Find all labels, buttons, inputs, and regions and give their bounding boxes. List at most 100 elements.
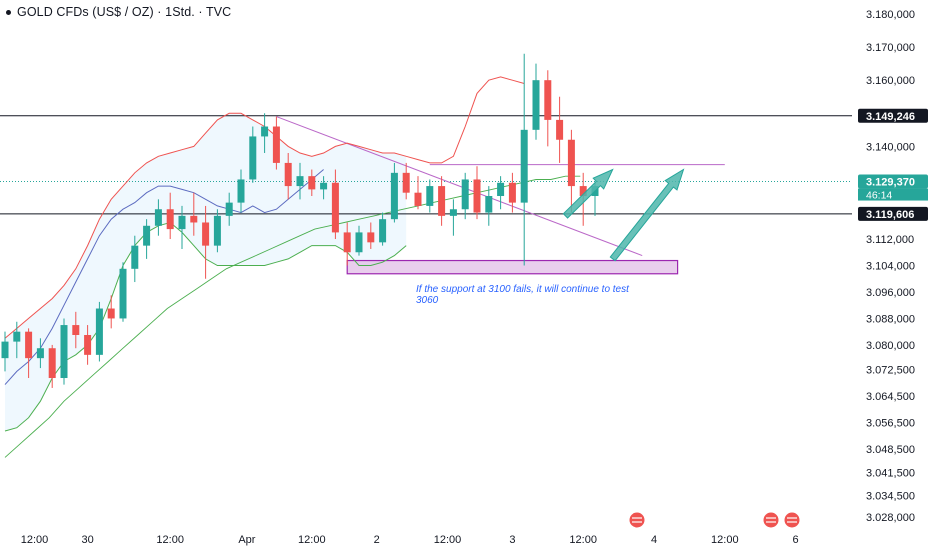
candle xyxy=(331,169,339,240)
candle-body xyxy=(237,179,245,203)
y-tick-label: 3.041,500 xyxy=(866,467,915,479)
candle xyxy=(497,176,505,210)
x-tick-label: 12:00 xyxy=(298,534,326,546)
chart-title-text: GOLD CFDs (US$ / OZ) · 1Std. · TVC xyxy=(17,5,232,19)
y-tick-label: 3.056,500 xyxy=(866,418,915,430)
candle-body xyxy=(213,215,221,246)
candle xyxy=(379,212,387,246)
x-tick-label: Apr xyxy=(238,534,255,546)
candle xyxy=(213,209,221,253)
x-tick-label: 12:00 xyxy=(156,534,184,546)
candle xyxy=(261,113,269,153)
candle xyxy=(449,199,457,236)
candle xyxy=(343,222,351,266)
price-label-text: 3.119,606 xyxy=(866,209,914,221)
candle-body xyxy=(296,176,304,187)
price-label-box xyxy=(858,206,928,221)
candle xyxy=(72,311,80,349)
candle-body xyxy=(25,331,33,359)
candle xyxy=(84,325,92,365)
candle xyxy=(131,235,139,283)
candle xyxy=(473,166,481,220)
forecast-arrow xyxy=(562,168,614,219)
price-label-text: 3.149,246 xyxy=(866,111,915,123)
candle-body xyxy=(190,215,198,223)
event-icon-circle xyxy=(628,511,646,529)
candle-body xyxy=(485,196,493,213)
y-tick-label: 3.088,000 xyxy=(866,313,915,325)
candle-body xyxy=(202,222,210,246)
candle xyxy=(485,186,493,226)
candle xyxy=(249,126,257,183)
candle xyxy=(284,152,292,200)
candle xyxy=(355,225,363,256)
chart-title: GOLD CFDs (US$ / OZ) · 1Std. · TVC xyxy=(6,5,231,19)
candle-body xyxy=(426,186,434,206)
candle xyxy=(25,328,33,379)
candle-body xyxy=(48,348,56,379)
y-tick-label: 3.104,000 xyxy=(866,261,915,273)
moving-average-line xyxy=(4,175,581,458)
candle-body xyxy=(107,308,115,319)
candle xyxy=(272,116,280,170)
candle xyxy=(320,176,328,200)
candle xyxy=(426,179,434,213)
countdown-text: 46:14 xyxy=(866,190,892,202)
price-label-box xyxy=(858,174,928,189)
candle-body xyxy=(367,232,375,243)
economic-event-icon xyxy=(783,511,801,529)
candle xyxy=(520,53,528,266)
candle xyxy=(414,176,422,210)
candle-body xyxy=(320,182,328,190)
descending-trend-line xyxy=(276,116,643,257)
x-tick-label: 12:00 xyxy=(21,534,49,546)
candle xyxy=(296,162,304,200)
x-tick-label: 12:00 xyxy=(434,534,462,546)
y-tick-label: 3.140,000 xyxy=(866,141,915,153)
candle xyxy=(367,222,375,249)
candle-body xyxy=(178,215,186,230)
candle-body xyxy=(13,331,21,342)
y-tick-label: 3.048,500 xyxy=(866,444,915,456)
candle xyxy=(402,162,410,200)
candle xyxy=(1,331,9,372)
indicator-line-2 xyxy=(4,169,324,385)
bollinger-band-fill xyxy=(5,113,407,432)
y-tick-label: 3.028,000 xyxy=(866,512,915,524)
x-tick-label: 3 xyxy=(509,534,515,546)
x-tick-label: 6 xyxy=(793,534,799,546)
candle-body xyxy=(95,308,103,355)
candle-body xyxy=(390,172,398,220)
candle-body xyxy=(60,325,68,379)
candle xyxy=(308,169,316,197)
countdown-box xyxy=(858,188,928,201)
candle xyxy=(119,262,127,322)
x-tick-label: 12:00 xyxy=(711,534,739,546)
candle xyxy=(544,70,552,147)
candle xyxy=(60,318,68,385)
candle-body xyxy=(438,186,446,216)
candle-body xyxy=(284,162,292,187)
candle-body xyxy=(225,202,233,216)
candle-body xyxy=(308,176,316,190)
candle xyxy=(567,129,575,213)
candle-body xyxy=(414,192,422,206)
candle xyxy=(237,169,245,213)
candle-body xyxy=(272,126,280,163)
forecast-arrow xyxy=(609,168,685,262)
candle-body xyxy=(36,348,44,359)
y-tick-label: 3.034,500 xyxy=(866,490,915,502)
economic-event-icon xyxy=(762,511,780,529)
candle-body xyxy=(119,268,127,319)
candle xyxy=(95,301,103,362)
candle xyxy=(178,205,186,249)
candle xyxy=(532,63,540,140)
y-tick-label: 3.112,000 xyxy=(866,234,914,246)
event-icon-circle xyxy=(762,511,780,529)
x-tick-label: 12:00 xyxy=(569,534,597,546)
candle-body xyxy=(261,126,269,137)
candle-body xyxy=(331,182,339,233)
